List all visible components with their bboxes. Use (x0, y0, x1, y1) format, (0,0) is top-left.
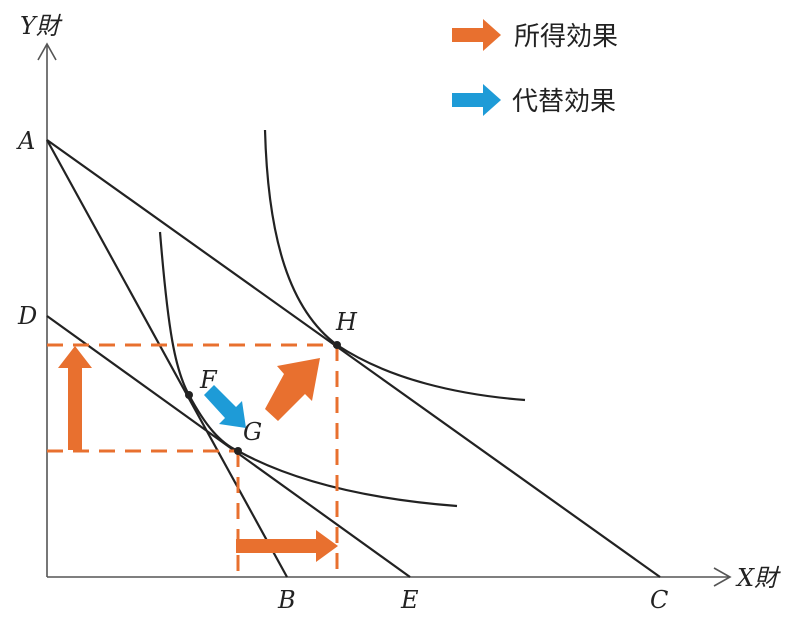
point-G (234, 447, 242, 455)
label-H: H (335, 308, 358, 336)
indifference-curve-low (158, 231, 458, 508)
label-E: E (400, 586, 419, 614)
label-F: F (199, 366, 218, 394)
indifference-curve-high (263, 129, 526, 402)
legend-income-arrow-icon (452, 19, 501, 51)
label-D: D (17, 302, 37, 330)
label-C: C (650, 586, 668, 614)
legend-substitution-label: 代替効果 (512, 87, 616, 117)
legend-income-label: 所得効果 (514, 22, 618, 52)
point-H (333, 341, 341, 349)
budget-line-AC (46, 139, 661, 578)
y-axis-label: Y財 (20, 12, 63, 40)
income-effect-arrow-diagonal (265, 358, 320, 421)
income-effect-arrow-horizontal (236, 530, 338, 562)
budget-line-AB (46, 139, 288, 578)
y-axis-arrowhead (37, 42, 57, 61)
label-G: G (243, 418, 262, 446)
x-axis-arrowhead (713, 567, 732, 587)
legend: 所得効果 代替効果 (452, 19, 618, 117)
legend-substitution-arrow-icon (452, 84, 501, 116)
label-A: A (16, 127, 35, 155)
substitution-effect-arrow (204, 385, 246, 428)
point-F (185, 391, 193, 399)
income-effect-arrow-vertical (58, 346, 92, 450)
label-B: B (277, 586, 296, 614)
x-axis-label: X財 (735, 564, 781, 592)
